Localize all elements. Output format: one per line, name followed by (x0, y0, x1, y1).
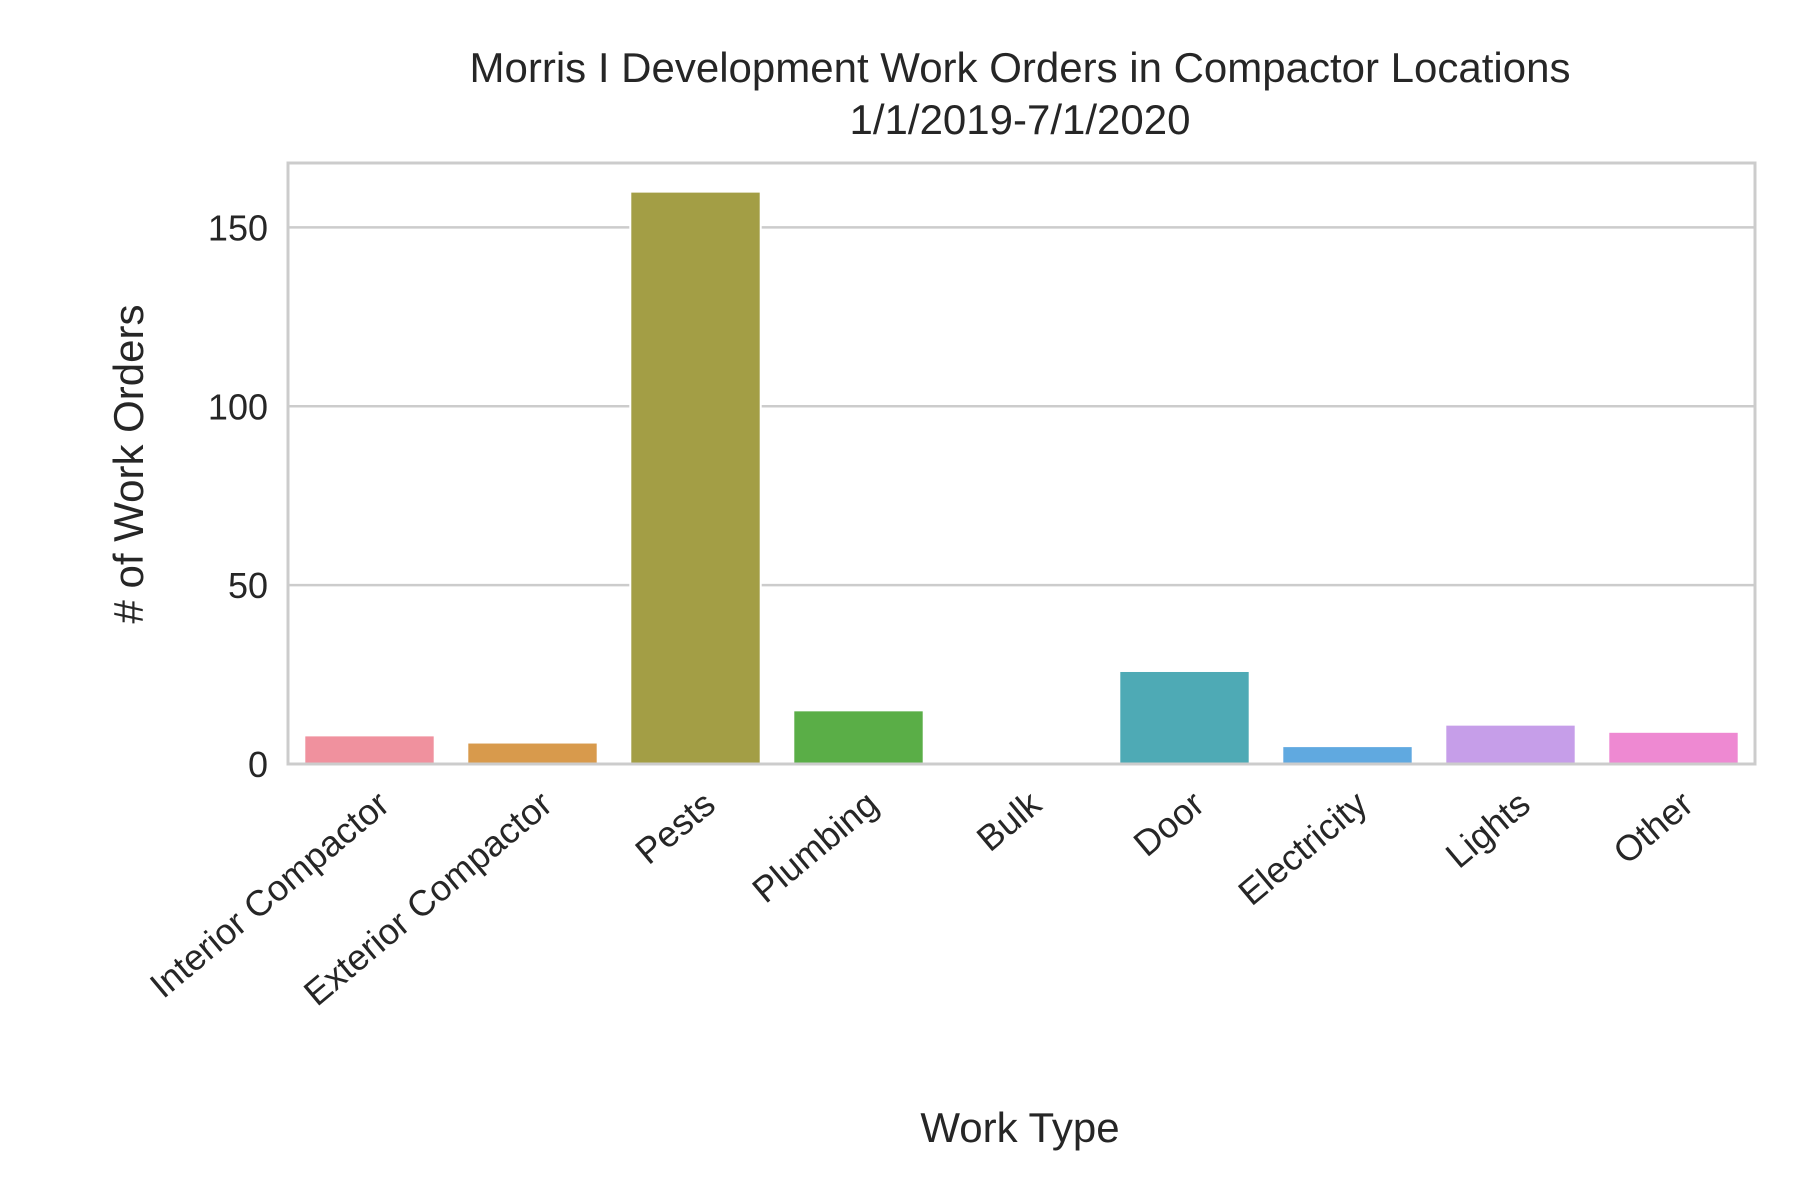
x-tick-label: Other (1605, 783, 1700, 872)
x-tick-label: Lights (1438, 783, 1538, 876)
x-tick-label: Door (1126, 783, 1212, 865)
bars (303, 190, 1740, 766)
y-tick-label: 50 (228, 565, 268, 606)
x-tick-label: Pests (627, 783, 722, 872)
x-tick-label: Bulk (969, 782, 1050, 859)
bar-electricity (1281, 745, 1414, 766)
y-tick-label: 0 (248, 744, 268, 785)
bar-lights (1444, 723, 1577, 765)
chart-title: Morris I Development Work Orders in Comp… (470, 44, 1571, 91)
y-tick-labels: 0 50 100 150 (208, 207, 268, 785)
bar-pests (629, 190, 762, 766)
bar-door (1118, 669, 1251, 765)
plot-frame (286, 161, 1757, 766)
chart-subtitle: 1/1/2019-7/1/2020 (850, 96, 1191, 143)
y-axis-label: # of Work Orders (105, 305, 152, 624)
y-tick-label: 150 (208, 207, 268, 248)
gridlines (288, 226, 1755, 766)
bar-other (1607, 730, 1740, 766)
x-axis-label: Work Type (920, 1104, 1119, 1151)
bar-plumbing (792, 709, 925, 766)
x-tick-label: Plumbing (744, 783, 885, 911)
y-tick-label: 100 (208, 386, 268, 427)
x-tick-label: Electricity (1230, 783, 1374, 913)
bar-exterior-compactor (466, 741, 599, 765)
bar-interior-compactor (303, 734, 436, 766)
